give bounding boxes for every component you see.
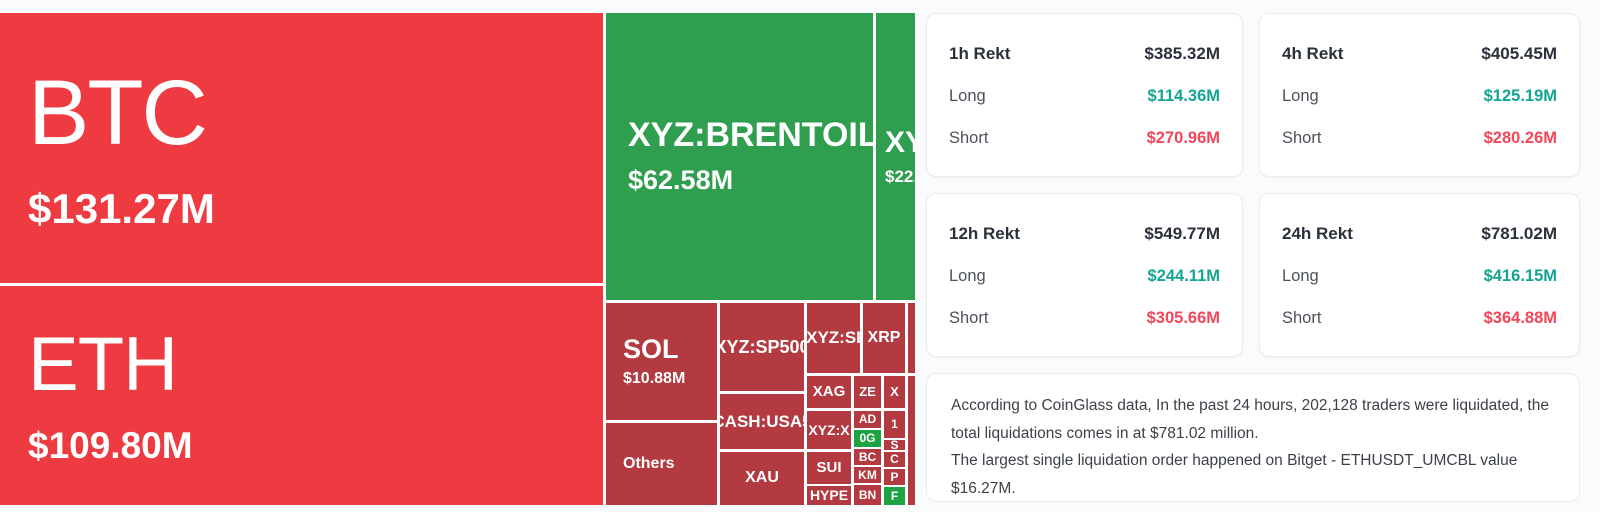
short-label: Short (949, 129, 989, 147)
tile-label: 1 (891, 417, 898, 432)
treemap-tile-bc[interactable]: BC (854, 449, 881, 465)
treemap-tile-xyz-x[interactable]: XYZ:X (807, 411, 851, 449)
tile-label: KM (858, 467, 877, 482)
treemap-tile-f-clipped[interactable]: F (884, 487, 905, 505)
tile-value: $131.27M (28, 185, 215, 233)
long-label: Long (1282, 267, 1319, 285)
tile-label: CASH:USA5 (720, 411, 804, 431)
card-period: 4h Rekt (1282, 44, 1344, 63)
tile-label: SOL (623, 334, 679, 365)
card-total: $781.02M (1481, 224, 1557, 243)
treemap-tile-clipped-sliver[interactable] (908, 376, 915, 505)
tile-label: XRP (867, 328, 901, 346)
card-total: $405.45M (1481, 44, 1557, 63)
tile-label: BC (858, 449, 877, 464)
treemap-tile-km[interactable]: KM (854, 467, 881, 483)
card-period: 24h Rekt (1282, 224, 1353, 243)
tile-label: XYZ:SP500 (720, 336, 804, 357)
tile-label: SUI (816, 459, 842, 477)
rekt-card-1h: 1h Rekt $385.32M Long $114.36M Short $27… (926, 13, 1243, 177)
tile-label: XAU (745, 469, 779, 487)
treemap-tile-1-clipped[interactable]: 1 (884, 411, 905, 438)
treemap-tile-hype[interactable]: HYPE (807, 486, 851, 505)
tile-label: BN (858, 487, 877, 502)
rekt-card-12h: 12h Rekt $549.77M Long $244.11M Short $3… (926, 193, 1243, 357)
long-label: Long (949, 87, 986, 105)
tile-label: S (890, 440, 899, 450)
short-label: Short (1282, 309, 1322, 327)
liquidation-treemap: BTC $131.27M ETH $109.80M XYZ:BRENTOIL $… (0, 13, 915, 505)
long-value: $114.36M (1147, 87, 1220, 105)
treemap-tile-xy-clipped[interactable]: XY $22. (876, 13, 915, 300)
liquidation-summary-card: According to CoinGlass data, In the past… (926, 373, 1580, 502)
card-total: $549.77M (1144, 224, 1220, 243)
rekt-card-24h: 24h Rekt $781.02M Long $416.15M Short $3… (1259, 193, 1580, 357)
treemap-tile-xrp[interactable]: XRP (863, 303, 905, 373)
treemap-tile-xyz-si[interactable]: XYZ:SI (807, 303, 860, 373)
tile-label: XYZ:SI (807, 328, 860, 348)
treemap-tile-x-clipped[interactable]: X (884, 376, 905, 408)
short-value: $364.88M (1483, 309, 1557, 327)
tile-label: AD (858, 412, 877, 427)
tile-value: $10.88M (623, 369, 686, 387)
summary-line-1: According to CoinGlass data, In the past… (951, 397, 1549, 442)
treemap-tile-xyz-sp500[interactable]: XYZ:SP500 (720, 303, 804, 391)
treemap-tile-sui[interactable]: SUI (807, 452, 851, 484)
long-value: $244.11M (1147, 267, 1220, 285)
rekt-card-4h: 4h Rekt $405.45M Long $125.19M Short $28… (1259, 13, 1580, 177)
short-label: Short (1282, 129, 1322, 147)
tile-label: ETH (28, 322, 178, 408)
tile-label: 0G (859, 431, 876, 446)
treemap-tile-bn[interactable]: BN (854, 485, 881, 505)
tile-label: P (890, 469, 899, 484)
long-label: Long (949, 267, 986, 285)
card-total: $385.32M (1144, 44, 1220, 63)
treemap-tile-sol[interactable]: SOL $10.88M (606, 303, 717, 420)
treemap-tile-ze[interactable]: ZE (854, 376, 881, 408)
treemap-tile-xau[interactable]: XAU (720, 452, 804, 505)
summary-line-2: The largest single liquidation order hap… (951, 452, 1518, 497)
treemap-tile-clipped-sliver[interactable] (908, 303, 915, 373)
short-label: Short (949, 309, 989, 327)
short-value: $280.26M (1483, 129, 1557, 147)
tile-value: $109.80M (28, 424, 193, 466)
tile-label: Others (623, 454, 675, 472)
long-label: Long (1282, 87, 1319, 105)
tile-label: BTC (28, 61, 208, 164)
treemap-tile-ad[interactable]: AD (854, 411, 881, 428)
treemap-tile-btc[interactable]: BTC $131.27M (0, 13, 603, 283)
treemap-tile-brentoil[interactable]: XYZ:BRENTOIL $62.58M (606, 13, 873, 300)
tile-label: X (890, 384, 899, 400)
tile-label: XYZ:BRENTOIL (628, 116, 873, 155)
treemap-tile-others[interactable]: Others (606, 423, 717, 505)
tile-label: XYZ:X (808, 421, 850, 438)
tile-label: C (890, 452, 899, 467)
treemap-tile-0g[interactable]: 0G (854, 430, 881, 447)
tile-label: XY (885, 126, 915, 160)
tile-value: $22. (885, 166, 915, 186)
short-value: $305.66M (1146, 309, 1220, 327)
treemap-tile-s-clipped[interactable]: S (884, 440, 905, 450)
tile-label: HYPE (809, 487, 849, 504)
tile-label: F (890, 488, 899, 503)
card-period: 12h Rekt (949, 224, 1020, 243)
tile-label: ZE (859, 384, 876, 400)
long-value: $125.19M (1483, 87, 1557, 105)
tile-label: XAG (812, 383, 846, 401)
treemap-tile-xag[interactable]: XAG (807, 376, 851, 408)
treemap-tile-eth[interactable]: ETH $109.80M (0, 286, 603, 505)
treemap-tile-c-clipped[interactable]: C (884, 452, 905, 467)
treemap-tile-cash-usa5[interactable]: CASH:USA5 (720, 394, 804, 449)
card-period: 1h Rekt (949, 44, 1011, 63)
tile-value: $62.58M (628, 165, 734, 196)
short-value: $270.96M (1146, 129, 1220, 147)
treemap-tile-p-clipped[interactable]: P (884, 469, 905, 485)
long-value: $416.15M (1483, 267, 1557, 285)
